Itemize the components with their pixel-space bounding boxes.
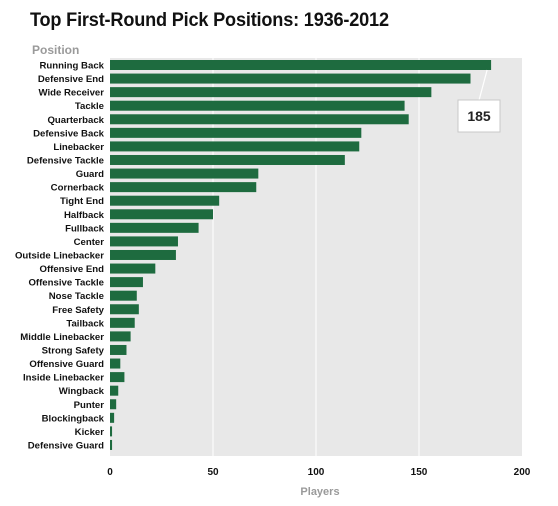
callout-leader xyxy=(478,69,488,101)
bar xyxy=(110,60,492,70)
category-label: Tailback xyxy=(66,318,104,329)
gridlines xyxy=(212,58,420,456)
bar xyxy=(110,73,471,84)
category-label: Defensive End xyxy=(38,74,104,85)
category-label: Offensive Tackle xyxy=(28,278,104,289)
bar xyxy=(110,87,432,98)
category-label: Wide Receiver xyxy=(38,88,104,99)
category-label: Defensive Tackle xyxy=(27,155,104,166)
category-label: Blockingback xyxy=(42,413,105,424)
category-label: Tight End xyxy=(60,196,104,207)
bar xyxy=(110,331,131,342)
bar xyxy=(110,195,220,206)
category-label: Quarterback xyxy=(47,115,104,126)
category-label: Free Safety xyxy=(52,305,104,316)
category-label: Kicker xyxy=(75,427,105,438)
bar xyxy=(110,426,113,437)
bar xyxy=(110,399,117,410)
category-label: Tackle xyxy=(75,101,104,112)
category-label: Halfback xyxy=(64,210,105,221)
category-label: Defensive Back xyxy=(33,128,105,139)
bar xyxy=(110,317,135,328)
x-tick-labels: 0 50 100 150 200 xyxy=(107,467,531,478)
chart-title: Top First-Round Pick Positions: 1936-201… xyxy=(30,9,389,31)
category-label: Center xyxy=(74,237,105,248)
bar xyxy=(110,385,119,396)
category-label: Offensive End xyxy=(39,264,104,275)
bar xyxy=(110,222,199,233)
category-label: Defensive Guard xyxy=(28,440,104,451)
x-tick-label: 200 xyxy=(514,467,531,478)
bar xyxy=(110,412,115,423)
x-tick-label: 0 xyxy=(107,467,113,478)
category-label: Strong Safety xyxy=(42,345,105,356)
bar xyxy=(110,182,257,193)
x-tick-label: 150 xyxy=(411,467,428,478)
x-tick-label: 50 xyxy=(207,467,219,478)
bar xyxy=(110,114,409,125)
bar xyxy=(110,344,127,355)
bar xyxy=(110,263,156,274)
category-label: Running Back xyxy=(40,61,105,72)
category-label: Fullback xyxy=(65,223,105,234)
category-label: Wingback xyxy=(59,386,105,397)
category-label: Middle Linebacker xyxy=(20,332,104,343)
category-label: Punter xyxy=(74,400,105,411)
bar xyxy=(110,236,178,247)
bar xyxy=(110,100,405,111)
category-labels: Running Back Defensive End Wide Receiver Ta… xyxy=(15,61,105,452)
bar xyxy=(110,439,113,450)
category-label: Nose Tackle xyxy=(49,291,104,302)
bar xyxy=(110,168,259,179)
category-label: Outside Linebacker xyxy=(15,250,104,261)
bar xyxy=(110,290,137,301)
category-label: Cornerback xyxy=(51,183,105,194)
x-tick-label: 100 xyxy=(308,467,325,478)
bar xyxy=(110,358,121,369)
bar xyxy=(110,249,176,260)
bar xyxy=(110,277,143,288)
category-label: Offensive Guard xyxy=(29,359,104,370)
value-callout: 185 xyxy=(457,69,501,133)
bar xyxy=(110,304,139,315)
callout-box xyxy=(457,99,501,133)
bar xyxy=(110,141,360,152)
x-axis-title: Players xyxy=(300,486,340,498)
category-label: Linebacker xyxy=(53,142,104,153)
callout-value: 185 xyxy=(467,108,491,124)
category-axis-header: Position xyxy=(32,43,80,57)
bar xyxy=(110,127,362,138)
bars xyxy=(110,60,492,450)
category-label: Inside Linebacker xyxy=(23,373,104,384)
bar xyxy=(110,154,345,165)
bar xyxy=(110,372,125,383)
bar xyxy=(110,209,213,220)
category-label: Guard xyxy=(76,169,104,180)
